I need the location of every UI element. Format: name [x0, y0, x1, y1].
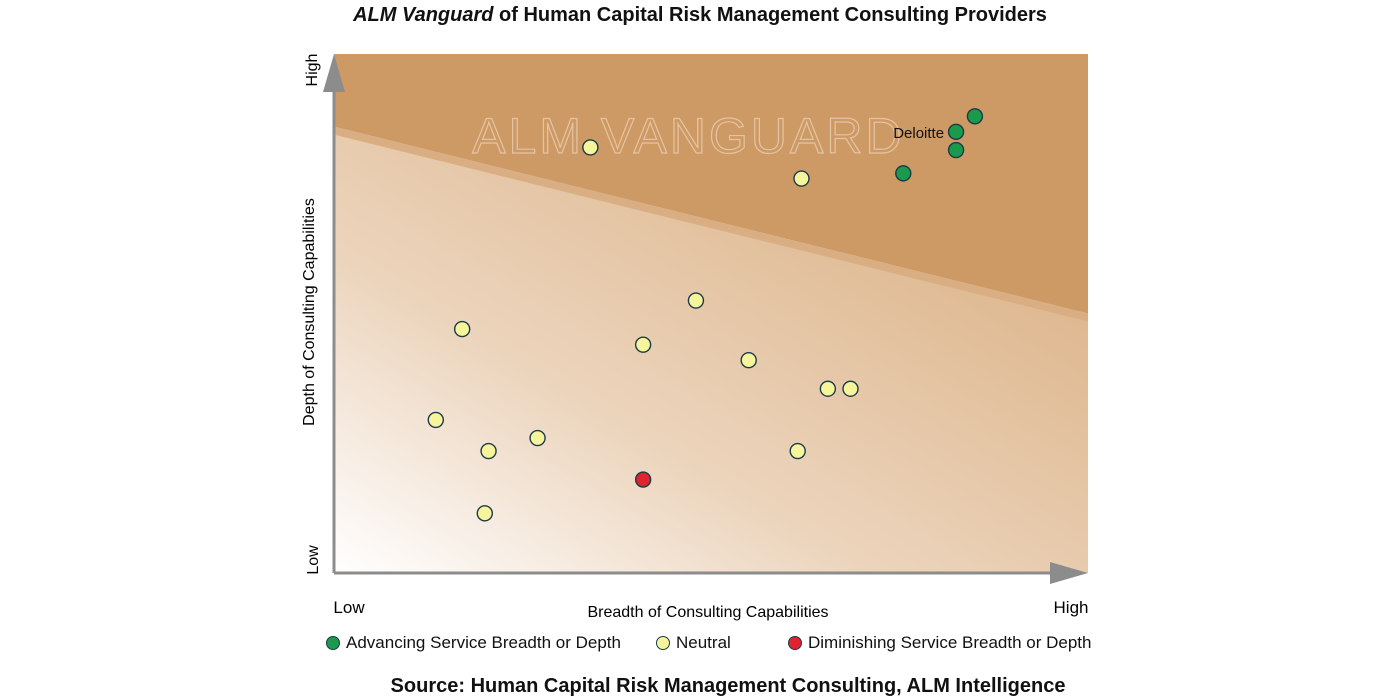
chart-title: ALM Vanguard of Human Capital Risk Manag…: [0, 4, 1400, 27]
data-point: [476, 505, 493, 522]
data-point: [529, 429, 546, 447]
vanguard-boundary-band: [334, 126, 1088, 322]
lower-region: [334, 126, 1088, 573]
data-point: [947, 141, 965, 159]
data-point: [634, 471, 652, 488]
legend-item-advancing: Advancing Service Breadth or Depth: [326, 633, 621, 653]
data-point-label: Deloitte: [893, 125, 944, 142]
y-axis-label: Depth of Consulting Capabilities: [301, 198, 318, 426]
legend-item-neutral: Neutral: [656, 633, 731, 653]
y-axis-arrow: [323, 54, 345, 92]
data-point: [966, 108, 984, 125]
data-point: [947, 123, 965, 141]
x-axis-high-label: High: [1054, 598, 1089, 617]
legend-marker-advancing: [326, 636, 340, 650]
y-axis-low-label: Low: [305, 545, 322, 575]
vanguard-watermark: ALM VANGUARD: [472, 108, 904, 164]
data-point: [740, 352, 757, 369]
legend-item-diminishing: Diminishing Service Breadth or Depth: [788, 633, 1091, 653]
data-point: [687, 292, 705, 309]
chart-title-italic: ALM Vanguard: [353, 4, 494, 26]
data-point: [480, 442, 497, 460]
data-point: [819, 380, 837, 397]
vanguard-region: [334, 54, 1088, 314]
data-point: [842, 380, 859, 397]
x-axis-label: Breadth of Consulting Capabilities: [587, 604, 828, 621]
data-point: [789, 442, 806, 460]
data-point: [453, 320, 471, 338]
data-point: [895, 165, 912, 182]
chart-title-rest: of Human Capital Risk Management Consult…: [493, 4, 1047, 26]
data-point: [634, 336, 652, 353]
x-axis-arrow: [1050, 562, 1088, 584]
legend-label-neutral: Neutral: [676, 633, 731, 652]
legend-label-advancing: Advancing Service Breadth or Depth: [346, 633, 621, 652]
legend-label-diminishing: Diminishing Service Breadth or Depth: [808, 633, 1092, 652]
legend-marker-diminishing: [788, 636, 802, 650]
data-point: [582, 139, 599, 156]
source-note: Source: Human Capital Risk Management Co…: [390, 675, 1066, 697]
data-point: [793, 170, 810, 187]
y-axis-high-label: High: [304, 54, 321, 87]
legend-marker-neutral: [656, 636, 670, 650]
data-point: [427, 411, 444, 429]
x-axis-low-label: Low: [333, 598, 365, 617]
